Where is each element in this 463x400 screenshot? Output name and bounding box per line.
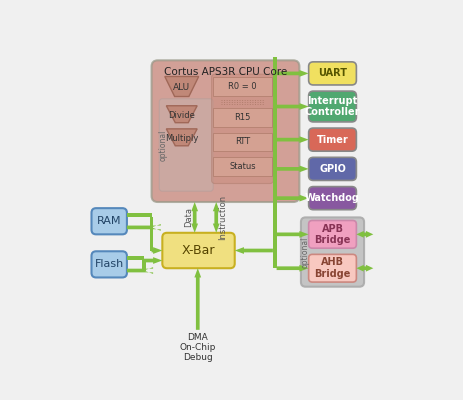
Text: UART: UART — [317, 68, 346, 78]
Polygon shape — [151, 247, 162, 254]
Text: optional: optional — [300, 236, 308, 268]
Text: DMA: DMA — [187, 333, 208, 342]
FancyBboxPatch shape — [91, 208, 127, 234]
FancyBboxPatch shape — [308, 128, 356, 151]
Polygon shape — [356, 231, 373, 238]
Bar — [150, 217, 153, 249]
Polygon shape — [276, 70, 308, 77]
FancyBboxPatch shape — [151, 60, 299, 202]
Polygon shape — [144, 257, 162, 264]
Polygon shape — [276, 103, 308, 110]
Polygon shape — [276, 195, 308, 202]
Bar — [127, 226, 151, 229]
Polygon shape — [127, 224, 161, 231]
FancyBboxPatch shape — [308, 91, 356, 122]
Polygon shape — [276, 166, 308, 172]
FancyBboxPatch shape — [162, 233, 234, 268]
Text: optional: optional — [158, 129, 168, 161]
Polygon shape — [276, 231, 308, 238]
Text: APB
Bridge: APB Bridge — [313, 224, 350, 245]
Text: GPIO: GPIO — [319, 164, 345, 174]
Bar — [150, 228, 153, 250]
Polygon shape — [194, 268, 201, 330]
Polygon shape — [234, 247, 272, 254]
Polygon shape — [191, 202, 198, 233]
Bar — [142, 260, 145, 268]
Text: AHB
Bridge: AHB Bridge — [313, 258, 350, 279]
FancyBboxPatch shape — [211, 74, 273, 184]
FancyBboxPatch shape — [308, 62, 356, 85]
Bar — [213, 108, 271, 126]
Text: R0 = 0: R0 = 0 — [228, 82, 256, 91]
FancyBboxPatch shape — [308, 186, 356, 210]
Bar — [213, 133, 271, 151]
Text: Flash: Flash — [94, 259, 124, 269]
Polygon shape — [276, 265, 308, 272]
FancyBboxPatch shape — [308, 157, 356, 180]
Text: Cortus APS3R CPU Core: Cortus APS3R CPU Core — [163, 67, 287, 77]
Text: Status: Status — [229, 162, 255, 171]
Bar — [127, 213, 151, 217]
Text: X-Bar: X-Bar — [181, 244, 215, 257]
Text: R15: R15 — [234, 113, 250, 122]
Text: Instruction: Instruction — [218, 195, 226, 240]
Polygon shape — [166, 106, 197, 123]
Polygon shape — [276, 136, 308, 143]
Text: Data: Data — [184, 207, 193, 227]
Bar — [213, 157, 271, 176]
Polygon shape — [166, 129, 197, 146]
FancyBboxPatch shape — [308, 254, 356, 282]
Text: Watchdog: Watchdog — [304, 193, 359, 203]
Bar — [142, 267, 145, 270]
FancyBboxPatch shape — [300, 218, 363, 287]
FancyBboxPatch shape — [91, 251, 127, 278]
Polygon shape — [127, 267, 153, 274]
Bar — [127, 269, 144, 272]
Text: RTT: RTT — [234, 138, 250, 146]
Polygon shape — [356, 265, 373, 272]
Text: Timer: Timer — [316, 135, 348, 145]
FancyBboxPatch shape — [159, 99, 213, 191]
Text: Interrupt
Controller: Interrupt Controller — [304, 96, 359, 117]
Text: RAM: RAM — [97, 216, 121, 226]
Polygon shape — [164, 76, 198, 96]
Text: Multiply: Multiply — [165, 134, 198, 143]
Text: Divide: Divide — [168, 111, 195, 120]
Bar — [272, 57, 276, 268]
Bar — [213, 77, 271, 96]
FancyBboxPatch shape — [308, 220, 356, 248]
Text: On-Chip
Debug: On-Chip Debug — [179, 343, 215, 362]
Text: ALU: ALU — [173, 83, 190, 92]
Polygon shape — [213, 202, 219, 233]
Bar — [127, 256, 144, 260]
